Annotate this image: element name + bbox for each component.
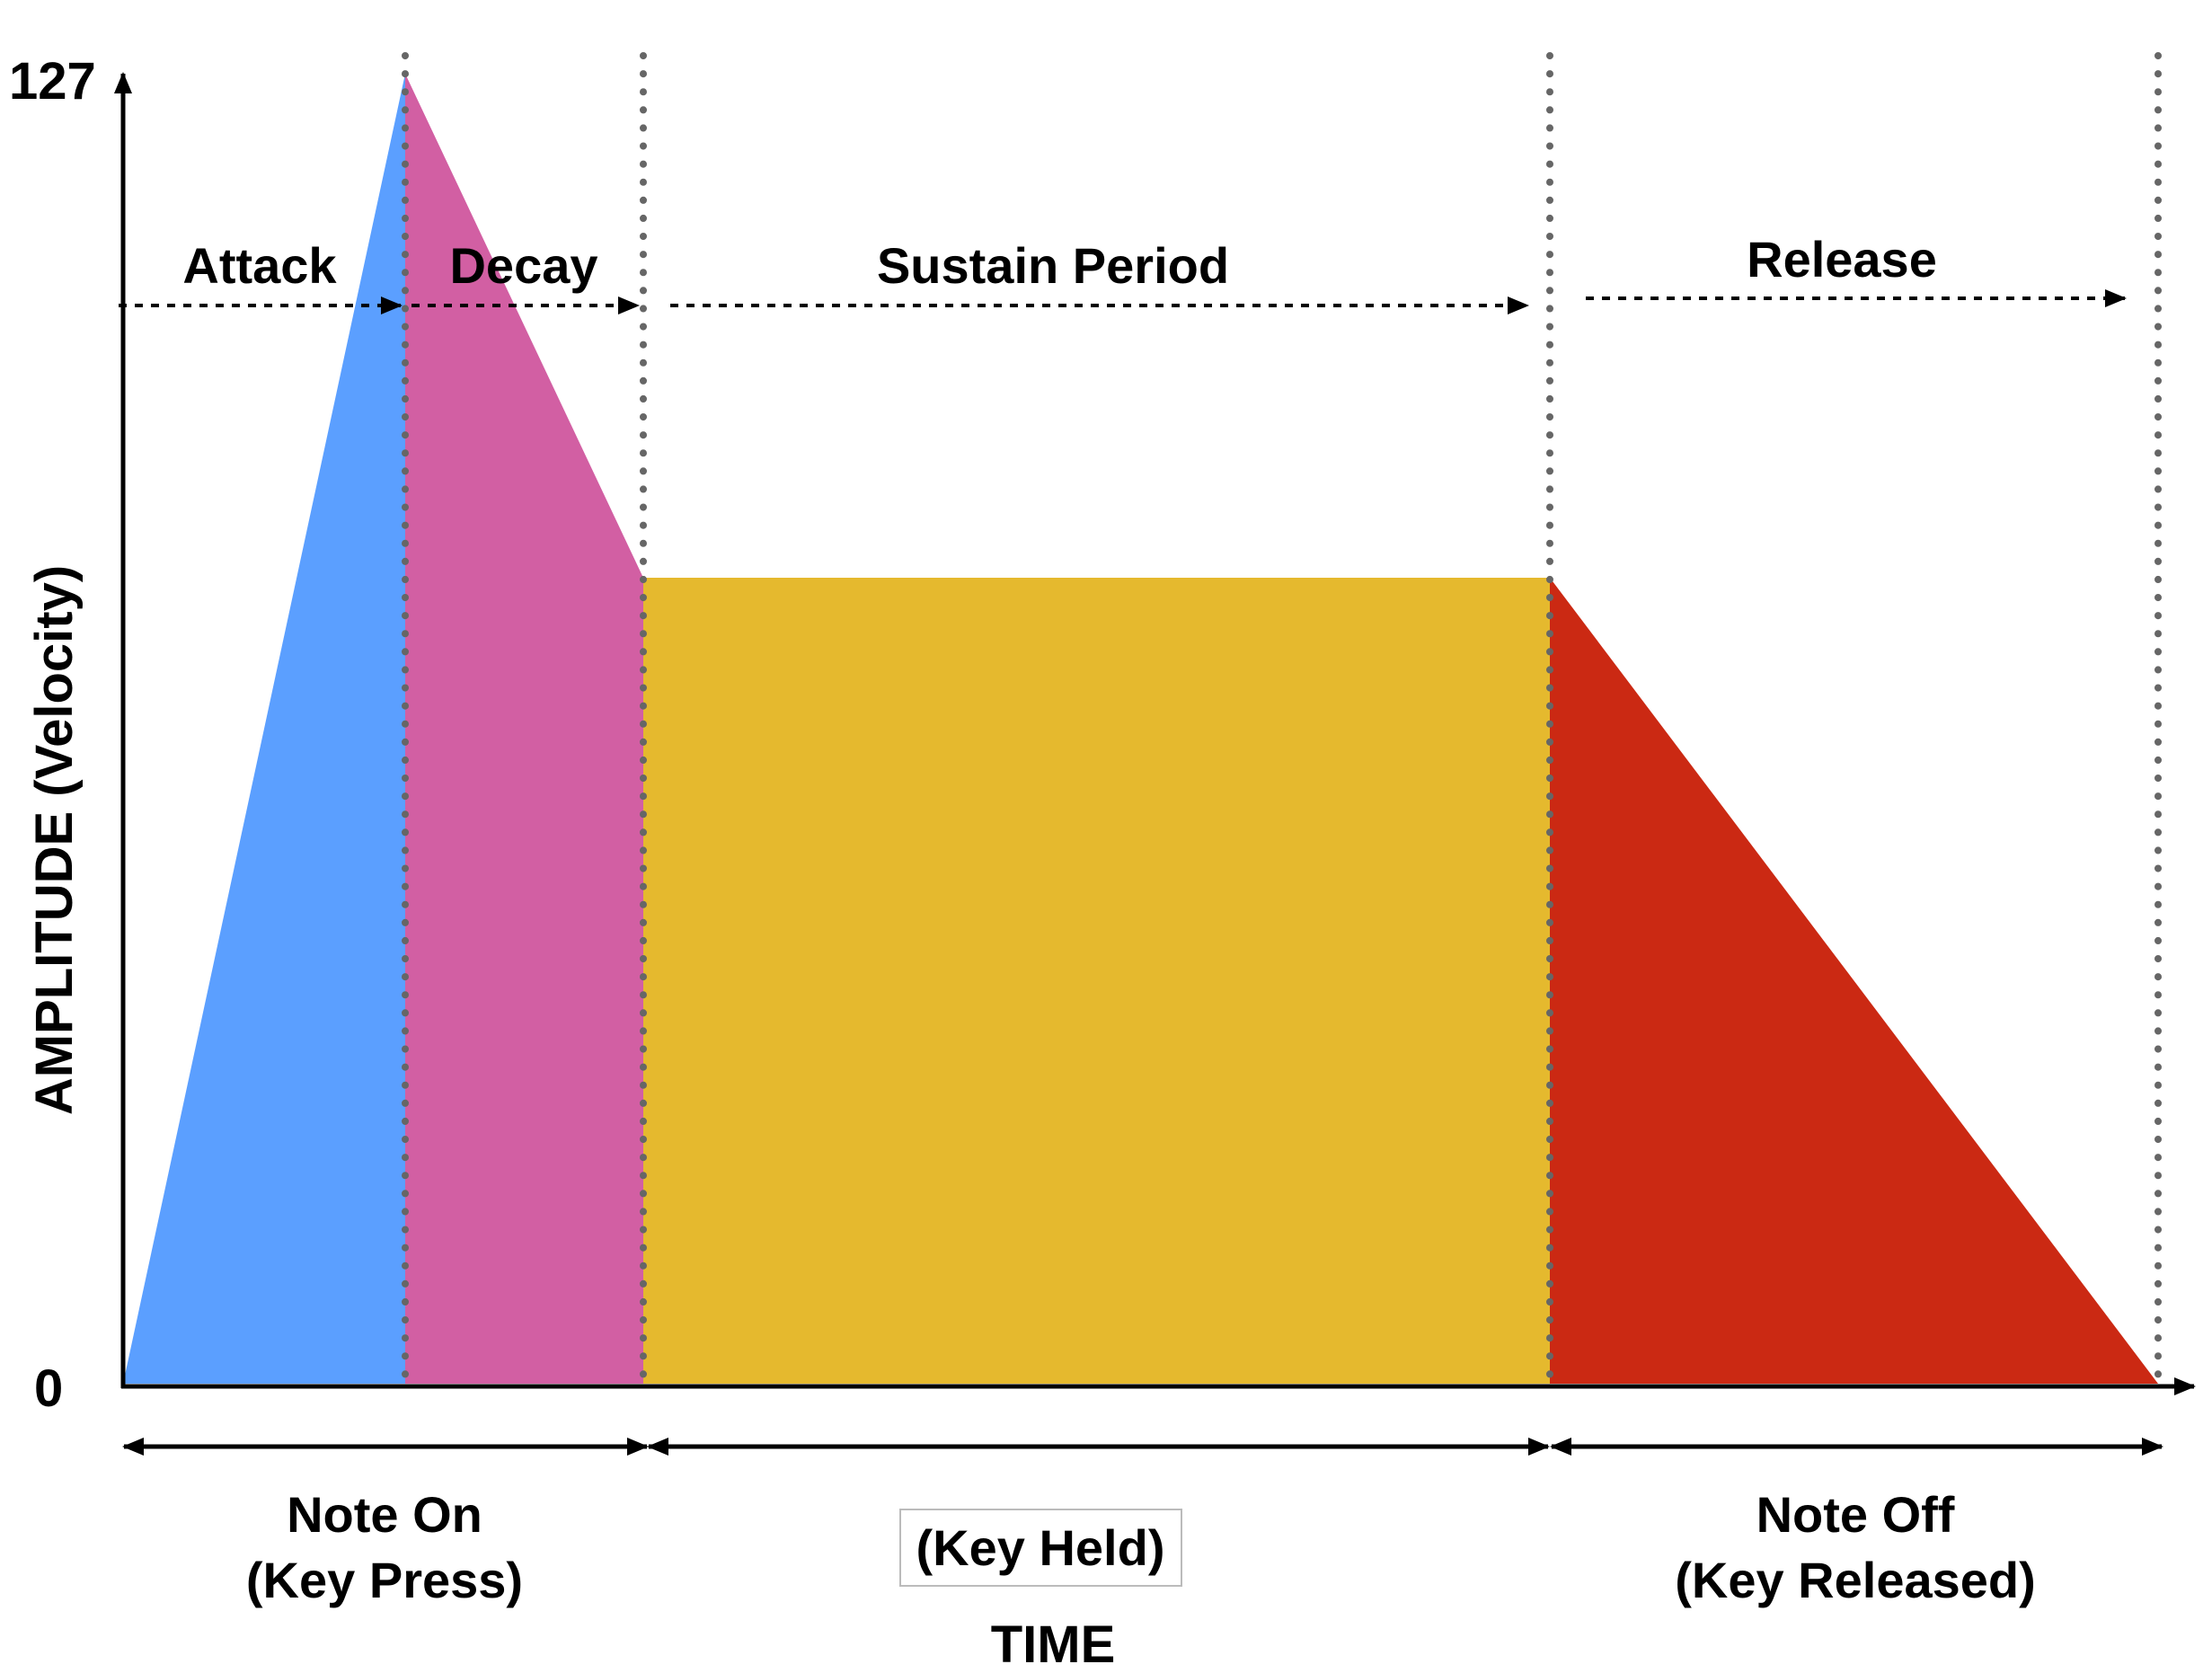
decay-label: Decay <box>449 237 597 294</box>
decay-region <box>405 74 643 1384</box>
y-axis-title: AMPLITUDE (Velocity) <box>25 565 84 1115</box>
y-min-label: 0 <box>34 1359 63 1418</box>
release-region <box>1550 578 2158 1384</box>
key-press-label: (Key Press) <box>246 1552 523 1608</box>
key-held-box <box>899 1509 1182 1587</box>
sustain-region <box>643 578 1550 1384</box>
sustain-label: Sustain Period <box>877 237 1229 294</box>
note-off-label: Note Off <box>1756 1486 1955 1543</box>
x-axis-title: TIME <box>991 1615 1116 1673</box>
phase-arrows <box>119 289 2127 314</box>
release-label: Release <box>1747 231 1937 288</box>
key-released-label: (Key Released) <box>1675 1552 2036 1608</box>
attack-label: Attack <box>182 237 337 294</box>
note-on-label: Note On <box>287 1486 482 1543</box>
y-max-label: 127 <box>9 52 96 111</box>
key-held-label: (Key Held) <box>916 1519 1165 1576</box>
attack-region <box>123 74 405 1384</box>
